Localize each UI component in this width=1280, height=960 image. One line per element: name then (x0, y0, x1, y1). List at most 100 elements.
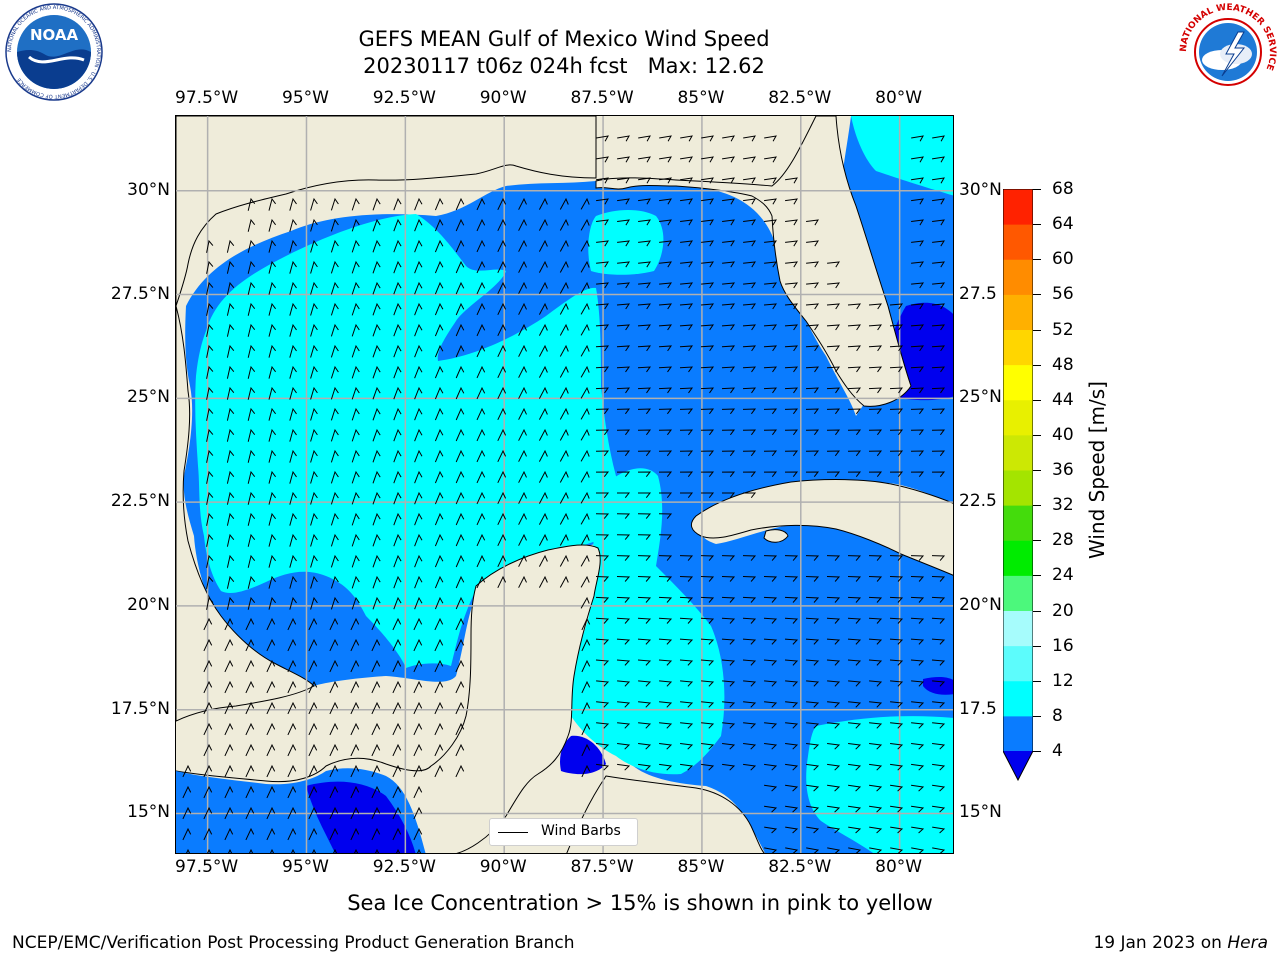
wind-barb (226, 533, 235, 547)
wind-barb (393, 407, 402, 421)
wind-barb (847, 596, 862, 603)
wind-barb (806, 261, 819, 268)
wind-barb (679, 617, 694, 624)
wind-barb (722, 701, 736, 708)
wind-barb (350, 785, 360, 799)
wind-barb (291, 848, 296, 853)
wind-barb (414, 428, 423, 442)
wind-barb (805, 596, 820, 603)
wind-barb (434, 323, 444, 337)
wind-barb (329, 638, 339, 652)
wind-barb (742, 303, 756, 310)
wind-barb (743, 722, 757, 729)
wind-barb (889, 617, 904, 624)
wind-barb (659, 177, 672, 184)
wind-barb (764, 198, 777, 205)
wind-barb (931, 576, 946, 582)
wind-barb (330, 218, 339, 232)
wind-barb (203, 701, 213, 715)
wind-barb (372, 344, 381, 358)
wind-barb (805, 345, 820, 352)
wind-barb (518, 344, 527, 357)
wind-barb (476, 512, 486, 526)
wind-barb (580, 470, 590, 483)
wind-barb (393, 470, 402, 484)
wind-barb (414, 554, 423, 568)
wind-barb (932, 240, 945, 247)
wind-barb (595, 576, 610, 582)
wind-barb (616, 659, 631, 666)
wind-barb (701, 261, 714, 268)
wind-barb (659, 722, 673, 729)
colorbar-bin (1003, 294, 1033, 330)
wind-barb (538, 239, 548, 252)
wind-barb (351, 554, 360, 568)
wind-barb (847, 638, 862, 645)
wind-barb (889, 576, 904, 582)
wind-barb (595, 324, 609, 331)
wind-barb (392, 722, 402, 736)
wind-barb (538, 407, 548, 420)
longitude-label: 95°W (282, 88, 329, 108)
wind-barb (393, 428, 402, 442)
wind-barb (330, 596, 339, 610)
wind-barb (308, 659, 318, 673)
wind-barb (580, 260, 590, 273)
wind-barb (497, 197, 507, 211)
wind-barb (247, 302, 256, 316)
wind-barb (848, 805, 862, 813)
wind-barb (414, 533, 423, 547)
pacific-water (176, 768, 426, 853)
wind-barb (538, 260, 548, 273)
wind-barb (351, 281, 360, 295)
wind-barb (742, 366, 757, 373)
wind-barb (764, 784, 778, 792)
wind-barb (351, 449, 360, 463)
wind-barb (910, 345, 925, 352)
wind-barb (889, 366, 904, 373)
wind-barb (721, 576, 736, 582)
wind-barb (580, 554, 590, 567)
wind-barb (805, 429, 820, 436)
wind-barb (287, 827, 297, 841)
wind-barb (616, 617, 631, 624)
wind-barb (476, 449, 486, 463)
wind-barb (806, 240, 819, 247)
wind-barb (910, 450, 925, 457)
noaa-logo-text: NOAA (30, 26, 79, 44)
wind-barb (932, 282, 945, 289)
wind-barb (371, 701, 381, 715)
wind-barb (268, 533, 276, 547)
wind-barb (637, 513, 652, 519)
wind-barb (806, 743, 820, 750)
wind-barb (434, 617, 444, 631)
wind-barb (266, 806, 276, 820)
wind-barb (351, 386, 360, 400)
wind-barb (848, 722, 862, 729)
colorbar-tick-label: 16 (1052, 635, 1074, 656)
wind-barb (658, 450, 673, 457)
wind-barb (414, 218, 423, 232)
wind-barb (287, 617, 297, 631)
wind-barb (826, 429, 841, 436)
wind-barb (763, 576, 778, 582)
wind-barb (868, 555, 883, 561)
wind-barb (289, 197, 297, 211)
wind-barb (182, 806, 192, 820)
wind-barb (764, 177, 777, 184)
wind-barb (581, 659, 591, 673)
wind-barb (911, 763, 925, 771)
wind-barb (414, 197, 423, 211)
wind-barb (596, 240, 609, 247)
wind-barb (680, 743, 694, 750)
wind-barb (414, 302, 423, 316)
wind-barb (518, 281, 527, 294)
wind-barb (742, 324, 756, 331)
wind-barb (848, 826, 862, 834)
wind-barb (434, 260, 444, 274)
wind-barb (455, 386, 465, 400)
wind-barb (595, 303, 609, 310)
wind-barb (393, 386, 402, 400)
wind-barb (434, 533, 444, 547)
wind-barb (763, 303, 777, 310)
